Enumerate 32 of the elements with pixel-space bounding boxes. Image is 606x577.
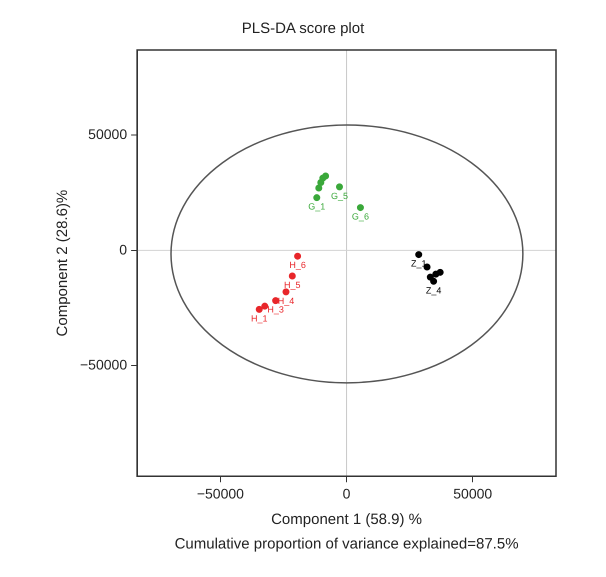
annotation: H_1 [250,313,268,324]
annotation: H_4 [278,296,294,306]
point [336,183,343,190]
annotation: H_5 [284,280,301,290]
point [288,272,296,280]
annotation: H_3 [267,304,284,315]
point [261,302,268,310]
annotation: G_1 [308,202,326,212]
x-axis-title: Component 1 (58.9) % [271,511,422,528]
point [424,264,431,271]
annotation: G_6 [352,212,369,222]
y-tick-label: −50000 [80,356,128,372]
y-tick-label: 0 [119,241,128,258]
point [317,178,324,186]
point [313,194,320,202]
point [415,251,422,258]
text: Cumulative proportion of variance explained=87.5% [174,536,519,553]
point [256,306,263,313]
y-axis-title: Component 2 (28.6)% [54,190,72,336]
point [432,270,440,278]
x-tick-label: 50000 [453,485,492,502]
point [430,278,438,285]
annotation: H_6 [289,260,306,270]
annotation: Z_4 [426,285,442,296]
point [315,184,322,192]
x-tick-label: 0 [342,485,351,502]
annotation: G_5 [330,190,348,201]
x-tick-label: −50000 [196,485,244,502]
chart-title: PLS-DA score plot [242,20,366,38]
y-tick-label: 50000 [88,126,128,142]
point [356,204,364,212]
point [294,252,302,260]
